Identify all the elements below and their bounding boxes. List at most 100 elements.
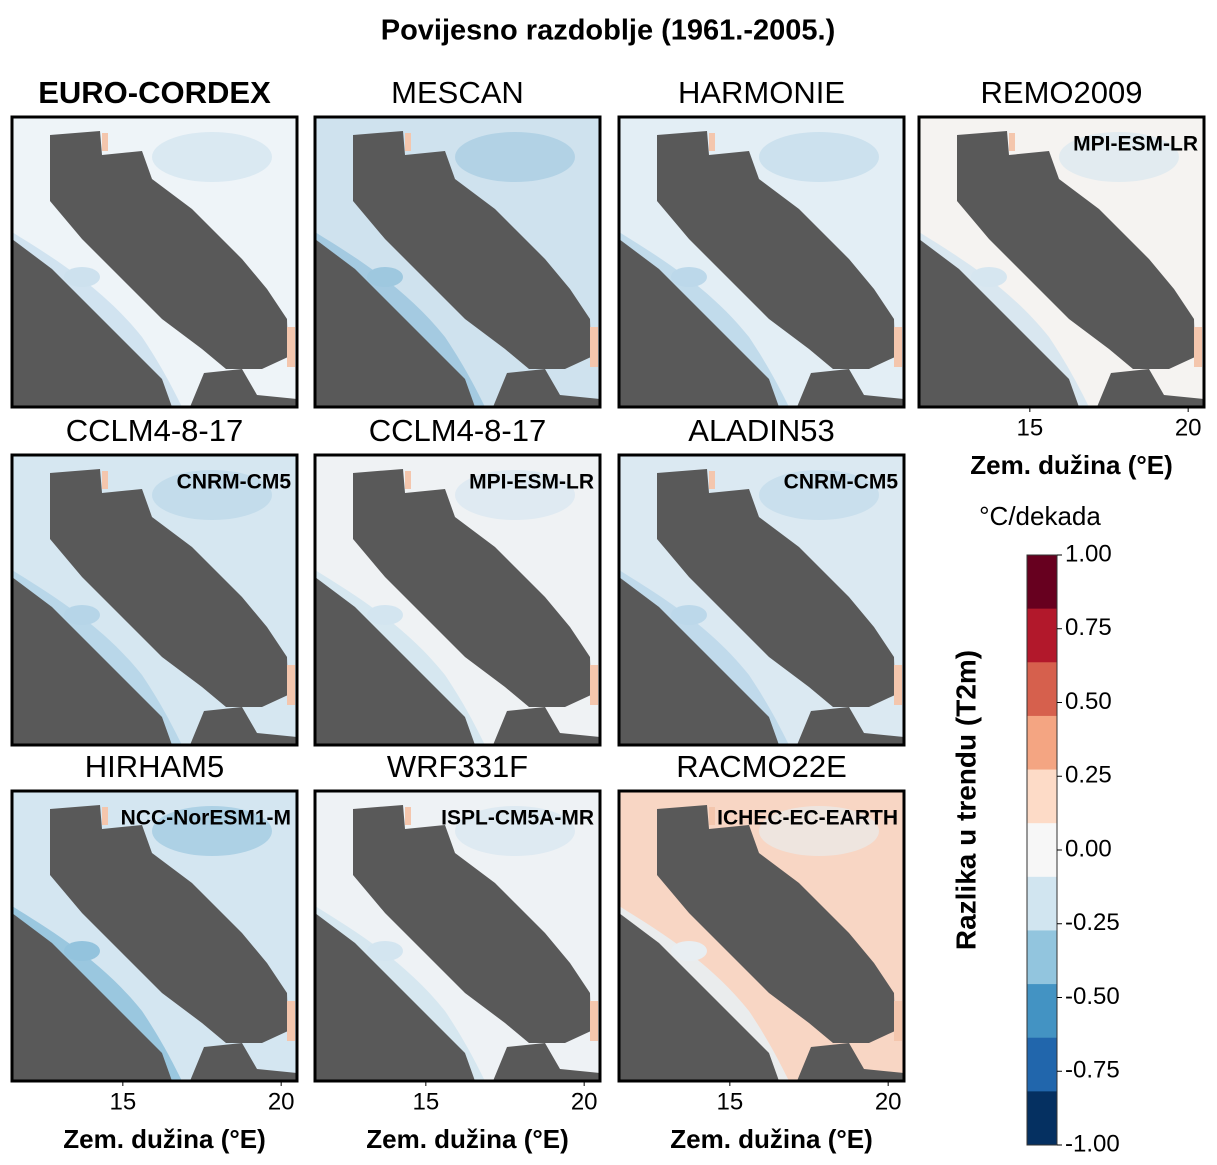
- coast-patch: [287, 327, 295, 367]
- map-panel: [10, 115, 299, 409]
- panel-frame: [313, 115, 602, 409]
- colorbar-tick-label: -0.75: [1065, 1057, 1120, 1084]
- sea-anomaly: [759, 806, 879, 856]
- sea-anomaly: [971, 267, 1007, 287]
- sea-anomaly: [455, 470, 575, 520]
- panel-title: WRF331F: [387, 749, 528, 784]
- map-panel: [10, 789, 299, 1083]
- panel-title: ALADIN53: [688, 413, 834, 448]
- map-panel: [617, 115, 906, 409]
- panel-frame: [617, 115, 906, 409]
- colorbar-band: [1027, 930, 1057, 985]
- coast-patch: [709, 133, 715, 151]
- coast-patch: [894, 665, 902, 705]
- map-panel: [313, 789, 602, 1083]
- sea-anomaly: [671, 605, 707, 625]
- panel-title: HIRHAM5: [85, 749, 225, 784]
- colorbar-tick-label: 0.25: [1065, 762, 1112, 789]
- sea-anomaly: [1059, 132, 1179, 182]
- figure-title: Povijesno razdoblje (1961.-2005.): [381, 15, 836, 47]
- x-tick-label: 15: [412, 1088, 439, 1115]
- panel-title: EURO-CORDEX: [38, 75, 271, 110]
- colorbar-band: [1027, 769, 1057, 824]
- colorbar-tick-label: 1.00: [1065, 540, 1112, 567]
- driver-label: NCC-NorESM1-M: [121, 807, 291, 830]
- colorbar-band: [1027, 608, 1057, 663]
- colorbar-tick-label: 0.50: [1065, 688, 1112, 715]
- map-panel: [617, 789, 906, 1083]
- x-axis-label: Zem. dužina (°E): [970, 450, 1173, 480]
- x-axis-label: Zem. dužina (°E): [670, 1124, 873, 1154]
- colorbar-unit: °C/dekada: [979, 501, 1101, 531]
- sea-anomaly: [152, 132, 272, 182]
- panel-frame: [10, 115, 299, 409]
- coast-patch: [894, 327, 902, 367]
- colorbar-tick-label: -0.25: [1065, 909, 1120, 936]
- sea-anomaly: [367, 941, 403, 961]
- coast-patch: [1194, 327, 1202, 367]
- driver-label: CNRM-CM5: [177, 471, 292, 494]
- coast-patch: [287, 665, 295, 705]
- driver-label: CNRM-CM5: [784, 471, 899, 494]
- sea-anomaly: [759, 132, 879, 182]
- coast-patch: [102, 133, 108, 151]
- sea-anomaly: [367, 605, 403, 625]
- sea-anomaly: [64, 267, 100, 287]
- coast-patch: [102, 471, 108, 489]
- sea-anomaly: [367, 267, 403, 287]
- panel-title: HARMONIE: [678, 75, 845, 110]
- coast-patch: [894, 1001, 902, 1041]
- colorbar-tick-label: 0.75: [1065, 614, 1112, 641]
- x-tick-label: 15: [1016, 414, 1043, 441]
- map-panel: [313, 115, 602, 409]
- colorbar-band: [1027, 876, 1057, 931]
- coast-patch: [1009, 133, 1015, 151]
- coast-patch: [590, 665, 598, 705]
- panel-frame: [313, 789, 602, 1083]
- sea-anomaly: [64, 941, 100, 961]
- x-tick-label: 20: [875, 1088, 902, 1115]
- panel-title: MESCAN: [391, 75, 524, 110]
- colorbar-band: [1027, 1091, 1057, 1146]
- panel-title: REMO2009: [981, 75, 1143, 110]
- coast-patch: [287, 1001, 295, 1041]
- map-panel: [10, 453, 299, 747]
- x-axis-label: Zem. dužina (°E): [366, 1124, 569, 1154]
- sea-anomaly: [455, 806, 575, 856]
- panel-frame: [313, 453, 602, 747]
- map-panel: [313, 453, 602, 747]
- sea-anomaly: [152, 470, 272, 520]
- coast-patch: [709, 471, 715, 489]
- colorbar-tick-label: -1.00: [1065, 1130, 1120, 1157]
- panel-frame: [617, 453, 906, 747]
- sea-anomaly: [671, 941, 707, 961]
- panel-frame: [617, 789, 906, 1083]
- panel-title: CCLM4-8-17: [369, 413, 546, 448]
- map-panel: [617, 453, 906, 747]
- colorbar-label: Razlika u trendu (T2m): [950, 650, 981, 950]
- colorbar-tick-label: 0.00: [1065, 835, 1112, 862]
- map-panel: [917, 115, 1206, 409]
- coast-patch: [405, 471, 411, 489]
- driver-label: ICHEC-EC-EARTH: [717, 807, 898, 830]
- colorbar-band: [1027, 823, 1057, 878]
- x-tick-label: 20: [571, 1088, 598, 1115]
- panel-title: RACMO22E: [676, 749, 847, 784]
- colorbar-band: [1027, 984, 1057, 1039]
- panel-frame: [917, 115, 1206, 409]
- x-tick-label: 15: [716, 1088, 743, 1115]
- coast-patch: [709, 807, 715, 825]
- colorbar-band: [1027, 715, 1057, 771]
- driver-label: MPI-ESM-LR: [469, 471, 594, 494]
- x-tick-label: 20: [268, 1088, 295, 1115]
- coast-patch: [590, 327, 598, 367]
- sea-anomaly: [759, 470, 879, 520]
- sea-anomaly: [152, 806, 272, 856]
- x-tick-label: 15: [109, 1088, 136, 1115]
- driver-label: ISPL-CM5A-MR: [441, 807, 594, 830]
- coast-patch: [590, 1001, 598, 1041]
- coast-patch: [102, 807, 108, 825]
- panel-frame: [10, 789, 299, 1083]
- panel-frame: [10, 453, 299, 747]
